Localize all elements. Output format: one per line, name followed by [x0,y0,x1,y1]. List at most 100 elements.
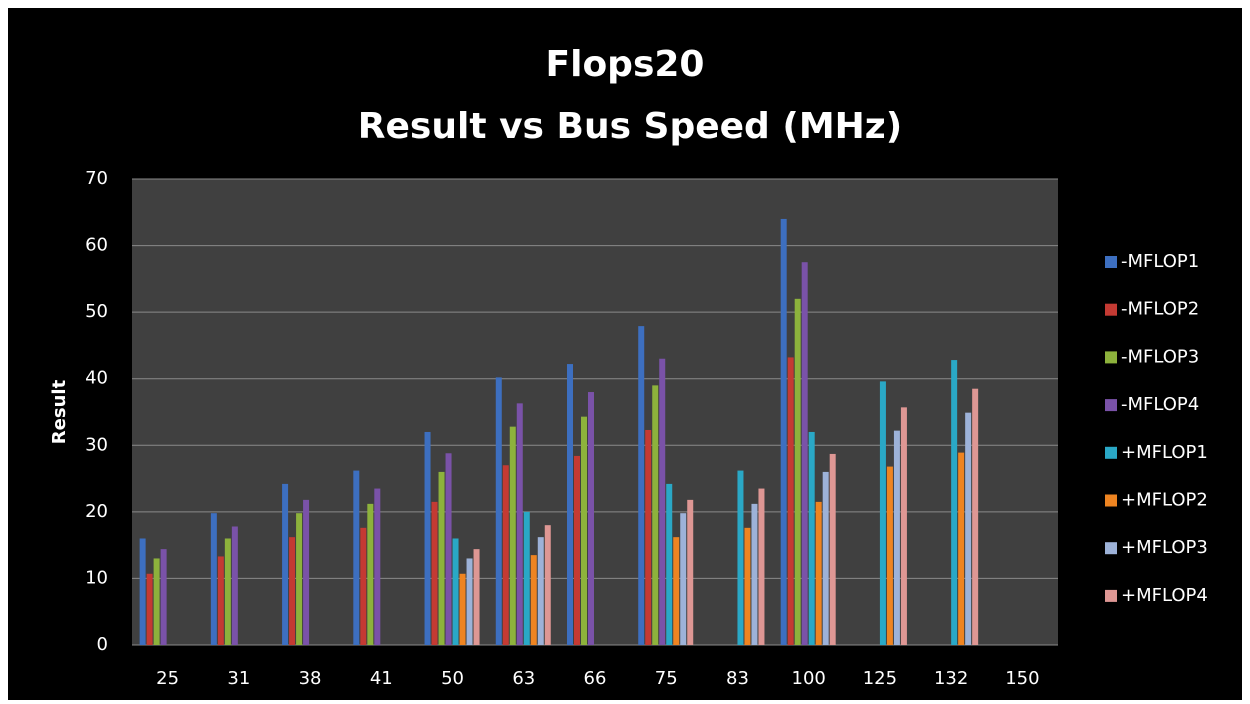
bar [758,488,765,645]
bar [473,549,480,645]
bar [502,465,509,645]
bar [751,503,758,645]
legend-swatch [1105,303,1117,316]
bar [424,431,431,645]
bar [153,558,160,645]
x-tick-label: 125 [863,668,897,689]
legend-label: -MFLOP1 [1121,251,1199,272]
legend-swatch [1105,446,1117,459]
bar [282,483,289,645]
bar [139,538,146,645]
y-tick-label: 20 [85,501,108,522]
y-tick-label: 10 [85,567,108,588]
bar [353,470,360,645]
legend-swatch [1105,542,1117,555]
bar [822,471,829,645]
bar [666,483,673,645]
bar [893,430,900,645]
legend-swatch [1105,399,1117,412]
bar [217,556,224,645]
legend-label: +MFLOP2 [1121,490,1208,511]
bar [523,511,530,645]
x-tick-label: 38 [299,668,322,689]
bar [303,499,310,645]
y-tick-label: 70 [85,168,108,189]
bar [537,537,544,645]
bar [687,499,694,645]
chart-subtitle: Result vs Bus Speed (MHz) [358,106,902,147]
bar [638,326,645,645]
bar [452,538,459,645]
legend-label: -MFLOP3 [1121,346,1199,367]
bar [645,429,652,645]
legend-label: +MFLOP3 [1121,537,1208,558]
x-tick-label: 150 [1005,668,1039,689]
bar [794,298,801,645]
y-tick-label: 30 [85,434,108,455]
y-tick-label: 40 [85,368,108,389]
bar [438,471,445,645]
bar [544,525,551,645]
legend-swatch [1105,589,1117,602]
bar [210,513,217,645]
bar [516,403,523,645]
bar [879,381,886,645]
x-tick-label: 41 [370,668,393,689]
bar [780,218,787,645]
bar [744,527,751,645]
bar [574,455,580,645]
bar [360,527,367,645]
bar [289,537,296,645]
bar [296,513,303,645]
legend-label: +MFLOP4 [1121,585,1208,606]
legend-label: +MFLOP1 [1121,442,1208,463]
x-tick-label: 75 [655,668,678,689]
bar [965,412,972,645]
bar [445,453,452,645]
bar [972,388,979,645]
legend-label: -MFLOP2 [1121,299,1199,320]
bar [659,358,666,645]
bar [459,573,466,645]
legend-label: -MFLOP4 [1121,394,1199,415]
x-tick-label: 100 [792,668,826,689]
bar [509,426,516,645]
x-tick-label: 66 [584,668,607,689]
legend-swatch [1105,351,1117,364]
bar [652,385,659,645]
bar [829,453,836,645]
bar [900,407,907,645]
bar [673,537,680,645]
legend-swatch [1105,494,1117,507]
x-tick-label: 25 [156,668,179,689]
x-tick-label: 132 [934,668,968,689]
legend-swatch [1105,256,1117,268]
bar [160,549,167,645]
bar [530,555,537,645]
bar [466,558,473,645]
bar [431,501,438,645]
bar [680,513,687,645]
x-tick-label: 50 [441,668,464,689]
y-tick-label: 60 [85,235,108,256]
bar [374,488,381,645]
bar [787,357,794,645]
bar [737,470,744,645]
bar [815,501,822,645]
plot-area [132,179,1058,645]
bar [951,360,958,645]
bar [567,364,573,645]
bar [231,526,238,645]
x-tick-label: 31 [227,668,250,689]
bar [581,416,587,645]
bar [146,573,153,645]
y-tick-label: 50 [85,301,108,322]
y-tick-label: 0 [97,634,108,655]
x-tick-label: 63 [512,668,535,689]
bar [588,392,594,645]
bar [224,538,231,645]
bar [495,377,502,645]
bar [801,262,808,645]
bar [958,452,965,645]
